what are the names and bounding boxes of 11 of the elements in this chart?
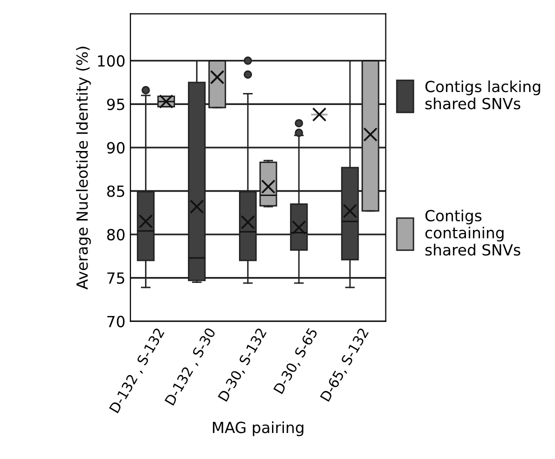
y-tick-label: 75	[107, 272, 124, 284]
y-tick-label: 95	[107, 98, 124, 110]
y-tick-label: 70	[107, 316, 125, 328]
y-tick-label: 100	[98, 55, 125, 67]
y-tick-label: 80	[107, 228, 125, 240]
legend-label: Contigs lacking shared SNVs	[425, 80, 540, 110]
x-axis-title: MAG pairing	[212, 421, 304, 436]
y-axis-title: Average Nucleotide Identity (%)	[76, 46, 91, 290]
y-tick-label: 85	[107, 185, 124, 198]
legend-label: Contigs containing shared SNVs	[425, 210, 520, 256]
y-tick-label: 90	[107, 142, 125, 154]
